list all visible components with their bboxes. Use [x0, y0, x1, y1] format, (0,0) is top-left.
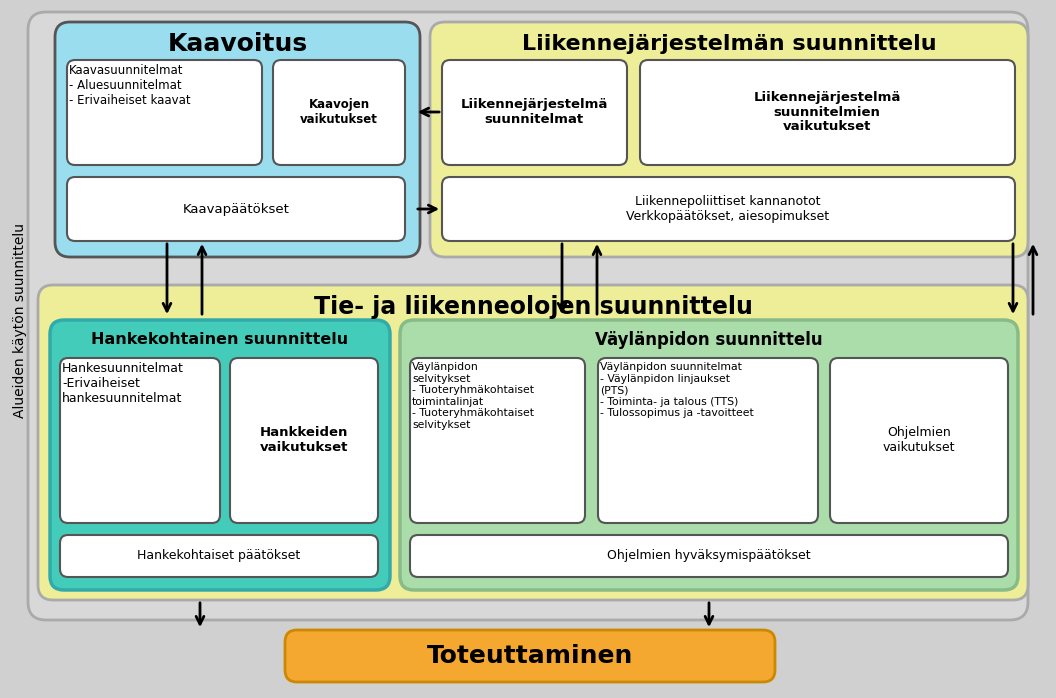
Text: Kaavasuunnitelmat
- Aluesuunnitelmat
- Erivaiheiset kaavat: Kaavasuunnitelmat - Aluesuunnitelmat - E…: [69, 64, 191, 107]
Text: Liikennejärjestelmän suunnittelu: Liikennejärjestelmän suunnittelu: [522, 34, 937, 54]
Text: Liikennepoliittiset kannanotot
Verkkopäätökset, aiesopimukset: Liikennepoliittiset kannanotot Verkkopää…: [626, 195, 830, 223]
FancyBboxPatch shape: [274, 60, 406, 165]
Text: Tie- ja liikenneolojen suunnittelu: Tie- ja liikenneolojen suunnittelu: [314, 295, 753, 319]
Text: Väylänpidon suunnitelmat
- Väylänpidon linjaukset
(PTS)
- Toiminta- ja talous (T: Väylänpidon suunnitelmat - Väylänpidon l…: [600, 362, 754, 418]
FancyBboxPatch shape: [50, 320, 390, 590]
Text: Toteuttaminen: Toteuttaminen: [427, 644, 634, 668]
Text: Kaavapäätökset: Kaavapäätökset: [183, 202, 289, 216]
FancyBboxPatch shape: [60, 358, 220, 523]
Text: Liikennejärjestelmä
suunnitelmien
vaikutukset: Liikennejärjestelmä suunnitelmien vaikut…: [753, 91, 901, 133]
FancyBboxPatch shape: [430, 22, 1027, 257]
Text: Alueiden käytön suunnittelu: Alueiden käytön suunnittelu: [13, 223, 27, 417]
Text: Ohjelmien hyväksymispäätökset: Ohjelmien hyväksymispäätökset: [607, 549, 811, 563]
FancyBboxPatch shape: [400, 320, 1018, 590]
FancyBboxPatch shape: [640, 60, 1015, 165]
FancyBboxPatch shape: [442, 60, 627, 165]
FancyBboxPatch shape: [55, 22, 420, 257]
FancyBboxPatch shape: [410, 358, 585, 523]
Text: Hankekohtainen suunnittelu: Hankekohtainen suunnittelu: [92, 332, 348, 348]
Text: Hankesuunnitelmat
-Erivaiheiset
hankesuunnitelmat: Hankesuunnitelmat -Erivaiheiset hankesuu…: [62, 362, 184, 405]
FancyBboxPatch shape: [67, 177, 406, 241]
FancyBboxPatch shape: [38, 285, 1027, 600]
Text: Väylänpidon suunnittelu: Väylänpidon suunnittelu: [596, 331, 823, 349]
FancyBboxPatch shape: [410, 535, 1008, 577]
FancyBboxPatch shape: [830, 358, 1008, 523]
FancyBboxPatch shape: [598, 358, 818, 523]
FancyBboxPatch shape: [29, 12, 1027, 620]
Text: Hankkeiden
vaikutukset: Hankkeiden vaikutukset: [260, 426, 348, 454]
Text: Kaavoitus: Kaavoitus: [168, 32, 307, 56]
FancyBboxPatch shape: [230, 358, 378, 523]
Text: Kaavojen
vaikutukset: Kaavojen vaikutukset: [300, 98, 378, 126]
FancyBboxPatch shape: [67, 60, 262, 165]
Text: Ohjelmien
vaikutukset: Ohjelmien vaikutukset: [883, 426, 956, 454]
Text: Väylänpidon
selvitykset
- Tuoteryhmäkohtaiset
toimintalinjat
- Tuoteryhmäkohtais: Väylänpidon selvitykset - Tuoteryhmäkoht…: [412, 362, 534, 430]
FancyBboxPatch shape: [285, 630, 775, 682]
FancyBboxPatch shape: [442, 177, 1015, 241]
Text: Hankekohtaiset päätökset: Hankekohtaiset päätökset: [137, 549, 301, 563]
FancyBboxPatch shape: [60, 535, 378, 577]
Text: Liikennejärjestelmä
suunnitelmat: Liikennejärjestelmä suunnitelmat: [460, 98, 607, 126]
